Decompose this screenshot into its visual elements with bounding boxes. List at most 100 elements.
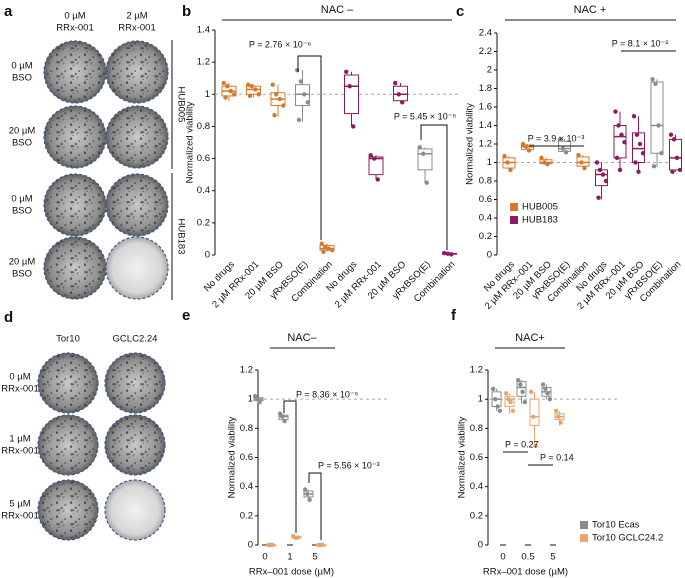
panel-letter: b	[182, 3, 191, 20]
well-colonies	[39, 416, 97, 474]
data-point	[543, 386, 548, 392]
y-tick-label: 0.8	[240, 423, 253, 434]
data-point	[221, 80, 226, 86]
data-point	[539, 155, 544, 161]
data-point	[280, 414, 285, 419]
panel-letter: e	[182, 307, 190, 324]
data-point	[375, 177, 380, 182]
data-point	[637, 141, 643, 147]
data-point	[508, 167, 513, 173]
y-tick-label: 0.2	[470, 510, 483, 521]
data-point	[633, 160, 638, 165]
data-point	[508, 399, 513, 405]
chart-title: NAC–	[287, 332, 317, 344]
well-colonies	[106, 354, 164, 412]
data-point	[246, 82, 251, 87]
y-tick-label: 0.4	[470, 481, 483, 492]
annotation: P = 0.27	[505, 439, 539, 449]
box	[417, 148, 433, 171]
legend-label: HUB005	[522, 202, 558, 213]
data-point	[603, 178, 609, 184]
legend-swatch	[580, 534, 588, 542]
y-tick-label: 1.8	[479, 83, 492, 94]
data-point	[596, 195, 601, 200]
y-tick-label: 1	[478, 394, 483, 405]
data-point	[668, 132, 674, 137]
data-point	[274, 92, 279, 97]
well-rim	[104, 352, 166, 414]
data-point	[677, 167, 683, 173]
data-point	[522, 399, 528, 405]
y-tick-label: 1.4	[197, 25, 210, 36]
data-point	[228, 88, 233, 94]
chart-title: NAC –	[321, 4, 354, 16]
data-point	[424, 180, 429, 185]
data-point	[558, 420, 563, 425]
annotation: P = 5.45 × 10⁻⁵	[394, 111, 457, 121]
row-label: RRx-001	[1, 511, 39, 522]
data-point	[563, 150, 569, 155]
data-point	[503, 391, 509, 396]
data-point	[295, 535, 300, 540]
column-label: 0 µM	[64, 11, 85, 22]
y-tick-label: 2.4	[479, 28, 492, 39]
data-point	[502, 153, 507, 159]
well-colonies	[39, 481, 97, 539]
data-point	[372, 156, 377, 161]
y-tick-label: 2.2	[479, 46, 492, 57]
box	[344, 74, 359, 115]
row-label: 0 µM	[11, 61, 32, 72]
y-tick-label: 0.6	[470, 452, 483, 463]
data-point	[497, 408, 503, 414]
box	[368, 156, 384, 176]
data-point	[613, 109, 618, 114]
group-label: HUB005	[175, 87, 186, 123]
column-label: RRx-001	[56, 23, 94, 34]
column-label: GCLC2.24	[113, 334, 158, 345]
data-point	[449, 252, 454, 257]
panel-letter: c	[456, 3, 464, 20]
data-point	[445, 251, 450, 256]
well-colonies	[107, 175, 167, 235]
y-tick-label: 0	[248, 540, 253, 551]
significance-bracket	[308, 472, 322, 540]
data-point	[320, 542, 325, 548]
column-label: 2 µM	[126, 11, 147, 22]
data-point	[296, 117, 302, 123]
y-tick-label: 0.2	[479, 231, 492, 242]
y-tick-label: 0.2	[197, 217, 210, 228]
chart-title: NAC+	[515, 332, 545, 344]
data-point	[582, 165, 587, 171]
data-point	[305, 491, 310, 497]
row-label: BSO	[12, 73, 32, 84]
y-tick-label: 0.4	[240, 481, 253, 492]
y-tick-label: 2	[487, 65, 492, 76]
data-point	[223, 95, 228, 100]
y-tick-label: 0.2	[240, 510, 253, 521]
data-point	[619, 132, 624, 137]
data-point	[614, 155, 620, 161]
data-point	[674, 155, 680, 161]
data-point	[540, 382, 546, 387]
data-point	[319, 241, 324, 246]
x-tick-label: 0	[262, 552, 267, 563]
y-tick-label: 0.8	[470, 423, 483, 434]
y-tick-label: 1.4	[479, 120, 492, 131]
group-label: HUB183	[175, 219, 186, 255]
y-tick-label: 0.4	[197, 185, 210, 196]
data-point	[560, 146, 566, 151]
well-rim	[104, 479, 166, 541]
data-point	[634, 132, 640, 137]
data-point	[597, 167, 603, 173]
data-point	[659, 151, 664, 156]
well-colonies	[107, 107, 167, 167]
well-colonies	[107, 42, 167, 102]
x-tick-label: 5	[312, 552, 317, 563]
data-point	[594, 160, 600, 165]
y-axis-label: Normalized viability	[457, 416, 468, 498]
legend-swatch	[510, 203, 518, 211]
y-tick-label: 0	[478, 540, 483, 551]
y-axis-label: Normalized viability	[465, 103, 476, 185]
well-colonies	[45, 238, 105, 298]
